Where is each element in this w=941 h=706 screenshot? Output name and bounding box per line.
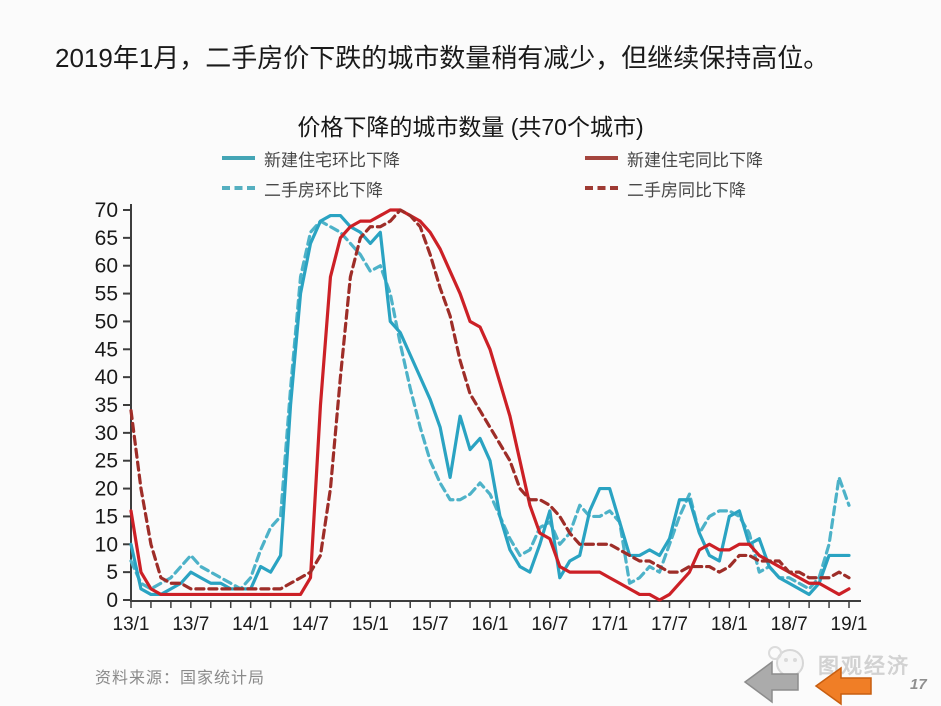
- svg-text:18/7: 18/7: [771, 614, 808, 635]
- svg-text:40: 40: [95, 366, 118, 389]
- svg-text:70: 70: [95, 199, 118, 222]
- svg-text:20: 20: [95, 478, 118, 501]
- back-arrow-orange-icon[interactable]: [814, 666, 872, 706]
- svg-text:18/1: 18/1: [711, 614, 748, 635]
- svg-text:17/7: 17/7: [651, 614, 688, 635]
- page-title: 2019年1月，二手房价下跌的城市数量稍有减少，但继续保持高位。: [55, 43, 830, 73]
- svg-text:14/7: 14/7: [292, 614, 329, 635]
- svg-text:65: 65: [95, 227, 118, 250]
- legend-label: 新建住宅环比下降: [264, 150, 400, 170]
- svg-text:13/7: 13/7: [172, 614, 209, 635]
- watermark-logo-icon: [768, 646, 804, 677]
- source-note: 资料来源：国家统计局: [95, 670, 266, 687]
- legend-item-new-home-mom: 新建住宅环比下降: [222, 145, 400, 171]
- svg-text:15/1: 15/1: [352, 614, 389, 635]
- legend-item-new-home-yoy: 新建住宅同比下降: [585, 145, 763, 171]
- svg-text:13/1: 13/1: [113, 614, 150, 635]
- svg-text:5: 5: [106, 561, 118, 584]
- svg-text:17/1: 17/1: [591, 614, 628, 635]
- svg-text:16/7: 16/7: [531, 614, 568, 635]
- page-number: 17: [910, 676, 927, 693]
- chart-title: 价格下降的城市数量 (共70个城市): [297, 114, 644, 140]
- legend-item-second-home-yoy: 二手房同比下降: [585, 175, 746, 201]
- svg-text:15/7: 15/7: [412, 614, 449, 635]
- legend-label: 新建住宅同比下降: [627, 150, 763, 170]
- svg-text:35: 35: [95, 394, 118, 417]
- svg-text:10: 10: [95, 533, 118, 556]
- footer-decorations: [743, 646, 872, 706]
- legend-label: 二手房同比下降: [627, 180, 746, 200]
- svg-text:15: 15: [95, 505, 118, 528]
- svg-text:60: 60: [95, 255, 118, 278]
- svg-text:14/1: 14/1: [232, 614, 269, 635]
- legend-item-second-home-mom: 二手房环比下降: [222, 175, 383, 201]
- back-arrow-gray-icon[interactable]: [743, 660, 799, 704]
- svg-text:55: 55: [95, 283, 118, 306]
- solid-line-swatch-icon: [222, 156, 255, 160]
- dashed-line-swatch-icon: [222, 186, 255, 190]
- svg-text:30: 30: [95, 422, 118, 445]
- solid-line-swatch-icon: [585, 156, 618, 160]
- svg-text:25: 25: [95, 450, 118, 473]
- svg-text:19/1: 19/1: [831, 614, 868, 635]
- legend-label: 二手房环比下降: [264, 180, 383, 200]
- svg-text:0: 0: [106, 589, 118, 612]
- dashed-line-swatch-icon: [585, 186, 618, 190]
- svg-text:45: 45: [95, 338, 118, 361]
- svg-text:50: 50: [95, 310, 118, 333]
- chart-legend: 新建住宅环比下降 新建住宅同比下降 二手房环比下降 二手房同比下降: [222, 145, 782, 207]
- svg-text:16/1: 16/1: [472, 614, 509, 635]
